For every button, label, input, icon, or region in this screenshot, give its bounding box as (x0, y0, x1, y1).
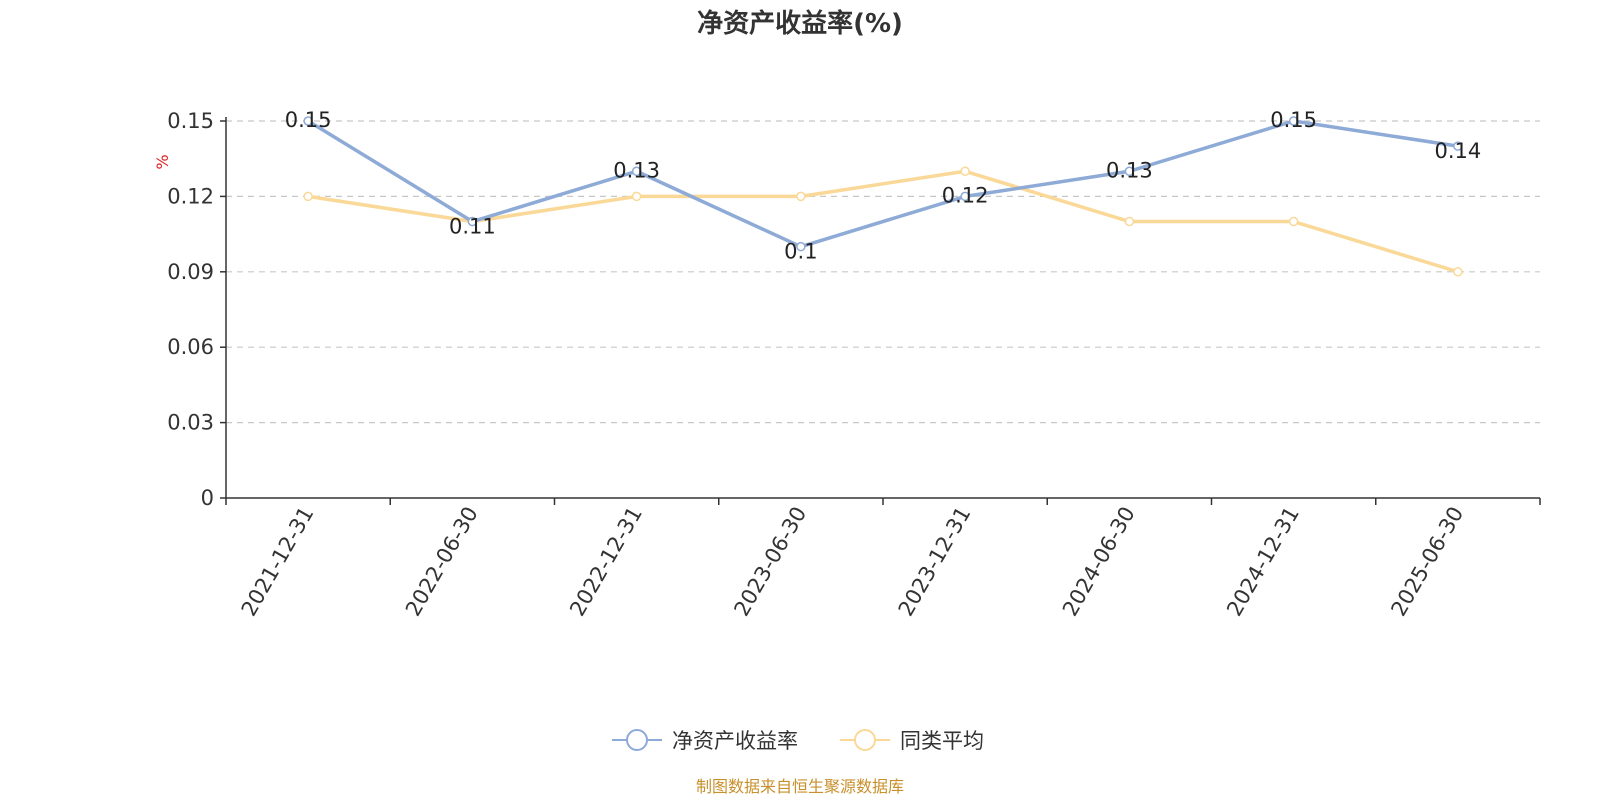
x-tick-label: 2022-06-30 (401, 503, 483, 621)
data-label: 0.1 (784, 240, 817, 264)
series-line-1 (307, 119, 1459, 249)
series-line-2 (307, 169, 1459, 274)
grid-lines (226, 120, 1540, 424)
x-tick-label: 2023-06-30 (729, 503, 811, 621)
data-point[interactable] (1124, 166, 1135, 177)
x-tick-label: 2021-12-31 (237, 503, 319, 621)
data-label: 0.11 (449, 215, 496, 239)
legend-item-1[interactable]: 净资产收益率 (612, 729, 798, 753)
data-labels: 0.15 0.11 0.13 0.1 0.12 0.13 0.15 0.14 (285, 108, 1482, 264)
data-point[interactable] (1453, 267, 1463, 277)
data-point[interactable] (1288, 116, 1299, 126)
data-point[interactable] (631, 166, 642, 177)
data-point[interactable] (1288, 216, 1299, 227)
y-tick-label: 0.09 (167, 260, 214, 284)
legend-label: 同类平均 (900, 729, 984, 753)
data-point[interactable] (1124, 216, 1135, 227)
y-tick-label: 0 (201, 486, 214, 510)
data-label: 0.12 (942, 183, 989, 207)
data-label: 0.14 (1434, 139, 1481, 163)
x-tick-label: 2024-06-30 (1058, 503, 1140, 621)
source-note: 制图数据来自恒生聚源数据库 (696, 777, 904, 796)
data-label: 0.13 (613, 158, 660, 182)
x-tick-label: 2024-12-31 (1222, 503, 1304, 621)
data-point[interactable] (467, 216, 478, 227)
data-point[interactable] (960, 191, 970, 202)
y-tick-label: 0.06 (167, 335, 214, 359)
data-label: 0.15 (285, 108, 332, 132)
y-tick-label: 0.15 (167, 109, 214, 133)
legend[interactable]: 净资产收益率 同类平均 (612, 729, 984, 753)
axes: 0 0.03 0.06 0.09 0.12 0.15 2021-12-31 2022-06-3… (167, 109, 1541, 621)
x-tick-label: 2025-06-30 (1386, 503, 1468, 621)
series-layer (303, 116, 1463, 277)
x-tick-label: 2022-12-31 (565, 503, 647, 621)
legend-marker (854, 729, 876, 751)
legend-marker (626, 729, 648, 751)
data-point[interactable] (1453, 141, 1463, 151)
data-point[interactable] (960, 166, 970, 177)
legend-item-2[interactable]: 同类平均 (840, 729, 984, 753)
y-tick-label: 0.03 (167, 411, 214, 435)
y-tick-label: 0.12 (167, 184, 214, 208)
data-point[interactable] (303, 116, 313, 126)
data-point[interactable] (796, 241, 806, 252)
data-point[interactable] (631, 191, 642, 202)
y-axis-unit: % (153, 154, 172, 169)
legend-label: 净资产收益率 (672, 729, 798, 753)
chart-title: 净资产收益率(%) (697, 8, 903, 39)
data-point[interactable] (796, 191, 806, 202)
data-label: 0.15 (1270, 108, 1317, 132)
data-label: 0.13 (1106, 158, 1153, 182)
data-point[interactable] (303, 191, 313, 202)
x-tick-label: 2023-12-31 (894, 503, 976, 621)
